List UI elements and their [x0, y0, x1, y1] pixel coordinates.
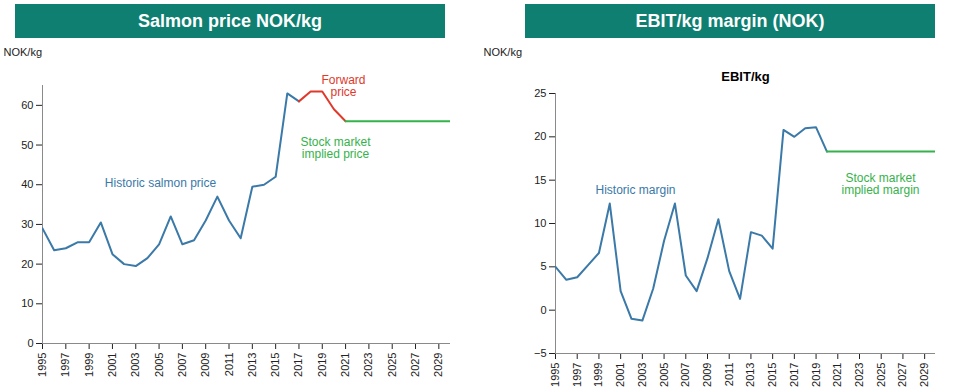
svg-text:60: 60	[21, 99, 33, 111]
svg-text:2001: 2001	[106, 353, 118, 377]
svg-text:Historic salmon price: Historic salmon price	[105, 176, 217, 190]
svg-text:1997: 1997	[571, 363, 583, 387]
svg-text:25: 25	[534, 87, 546, 99]
html-text:Salmon price NOK/kg: Salmon price NOK/kg	[138, 11, 322, 31]
svg-text:NOK/kg: NOK/kg	[4, 46, 43, 58]
svg-text:2021: 2021	[831, 363, 843, 387]
svg-text:2017: 2017	[788, 363, 800, 387]
svg-text:0: 0	[540, 304, 546, 316]
svg-text:−5: −5	[534, 347, 547, 359]
svg-text:2007: 2007	[679, 363, 691, 387]
html-text:EBIT/kg margin (NOK): EBIT/kg margin (NOK)	[635, 11, 825, 31]
svg-text:Stock marketimplied price: Stock marketimplied price	[300, 135, 371, 161]
svg-text:2009: 2009	[701, 363, 713, 387]
svg-text:10: 10	[21, 297, 33, 309]
svg-text:2023: 2023	[853, 363, 865, 387]
svg-text:1999: 1999	[83, 353, 95, 377]
svg-text:2009: 2009	[199, 353, 211, 377]
svg-text:1995: 1995	[549, 363, 561, 387]
svg-text:2005: 2005	[658, 363, 670, 387]
svg-text:30: 30	[21, 218, 33, 230]
svg-text:2001: 2001	[614, 363, 626, 387]
svg-text:2029: 2029	[432, 353, 444, 377]
svg-text:2003: 2003	[636, 363, 648, 387]
svg-text:2005: 2005	[153, 353, 165, 377]
svg-text:2029: 2029	[918, 363, 930, 387]
svg-text:2011: 2011	[723, 363, 735, 387]
svg-text:2027: 2027	[896, 363, 908, 387]
svg-text:2023: 2023	[362, 353, 374, 377]
svg-text:2015: 2015	[766, 363, 778, 387]
svg-text:2003: 2003	[129, 353, 141, 377]
svg-text:2013: 2013	[246, 353, 258, 377]
svg-text:2017: 2017	[292, 353, 304, 377]
svg-text:Forwardprice: Forwardprice	[321, 73, 365, 99]
svg-text:50: 50	[21, 139, 33, 151]
svg-text:Historic margin: Historic margin	[595, 183, 675, 197]
svg-text:2019: 2019	[316, 353, 328, 377]
svg-text:1997: 1997	[59, 353, 71, 377]
svg-text:0: 0	[27, 337, 33, 349]
svg-text:10: 10	[534, 217, 546, 229]
svg-text:1999: 1999	[592, 363, 604, 387]
svg-text:2007: 2007	[176, 353, 188, 377]
svg-text:1995: 1995	[36, 353, 48, 377]
svg-text:2027: 2027	[409, 353, 421, 377]
svg-text:15: 15	[534, 174, 546, 186]
svg-text:2021: 2021	[339, 353, 351, 377]
svg-text:2015: 2015	[269, 353, 281, 377]
svg-text:2013: 2013	[744, 363, 756, 387]
svg-text:EBIT/kg: EBIT/kg	[721, 69, 769, 84]
svg-text:2025: 2025	[875, 363, 887, 387]
svg-text:NOK/kg: NOK/kg	[484, 46, 523, 58]
svg-text:2011: 2011	[223, 353, 235, 377]
svg-text:Stock marketimplied margin: Stock marketimplied margin	[841, 171, 919, 197]
svg-text:2019: 2019	[810, 363, 822, 387]
svg-text:40: 40	[21, 178, 33, 190]
svg-text:20: 20	[534, 130, 546, 142]
svg-text:5: 5	[540, 260, 546, 272]
svg-text:20: 20	[21, 258, 33, 270]
svg-text:2025: 2025	[386, 353, 398, 377]
